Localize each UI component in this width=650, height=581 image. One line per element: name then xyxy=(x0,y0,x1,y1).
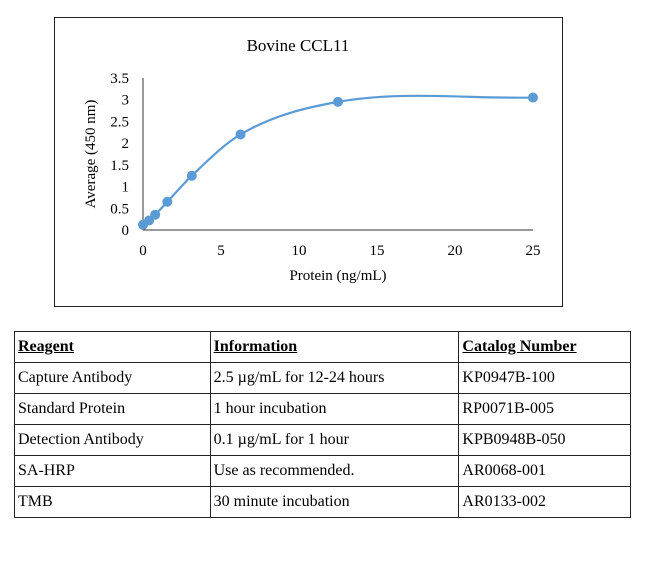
y-tick-labels: 0 0.5 1 1.5 2 2.5 3 3.5 xyxy=(110,71,129,239)
data-point xyxy=(162,196,173,207)
table-row: Standard Protein 1 hour incubation RP007… xyxy=(14,393,631,425)
cell-information: 0.1 µg/mL for 1 hour xyxy=(209,424,460,456)
data-point xyxy=(235,129,246,140)
y-tick-label: 1.5 xyxy=(110,158,129,174)
x-tick-labels: 0 5 10 15 20 25 xyxy=(139,243,540,259)
table-row: SA-HRP Use as recommended. AR0068-001 xyxy=(14,455,631,487)
chart-panel: Bovine CCL11 0 0.5 1 1.5 2 2.5 3 3.5 0 5 10 15 20 25… xyxy=(54,17,563,307)
data-point xyxy=(186,170,197,181)
y-tick-label: 2 xyxy=(122,136,130,152)
standard-curve-chart: Bovine CCL11 0 0.5 1 1.5 2 2.5 3 3.5 0 5 10 15 20 25… xyxy=(83,36,541,284)
x-tick-label: 25 xyxy=(526,243,541,259)
cell-reagent: Detection Antibody xyxy=(14,424,211,456)
cell-reagent: Capture Antibody xyxy=(14,362,211,394)
header-catalog-number: Catalog Number xyxy=(458,331,631,363)
cell-catalog-number: KPB0948B-050 xyxy=(458,424,631,456)
cell-information: 2.5 µg/mL for 12-24 hours xyxy=(209,362,460,394)
cell-catalog-number: KP0947B-100 xyxy=(458,362,631,394)
x-tick-label: 15 xyxy=(370,243,385,259)
header-information: Information xyxy=(209,331,460,363)
y-tick-label: 3 xyxy=(122,93,130,109)
cell-information: 1 hour incubation xyxy=(209,393,460,425)
x-tick-label: 5 xyxy=(217,243,225,259)
chart-title: Bovine CCL11 xyxy=(247,36,350,55)
data-point xyxy=(528,92,538,103)
table-header-row: Reagent Information Catalog Number xyxy=(14,331,631,363)
data-point xyxy=(333,96,343,107)
table-row: Detection Antibody 0.1 µg/mL for 1 hour … xyxy=(14,424,631,456)
data-point xyxy=(150,209,161,220)
x-tick-label: 0 xyxy=(139,243,147,259)
table-row: Capture Antibody 2.5 µg/mL for 12-24 hou… xyxy=(14,362,631,394)
reagent-table: Reagent Information Catalog Number Captu… xyxy=(14,331,631,518)
cell-reagent: SA-HRP xyxy=(14,455,211,487)
y-tick-label: 1 xyxy=(122,180,130,196)
y-axis-label: Average (450 nm) xyxy=(83,100,99,209)
cell-catalog-number: AR0068-001 xyxy=(458,455,631,487)
y-tick-label: 2.5 xyxy=(110,114,129,130)
data-points xyxy=(138,92,538,230)
y-tick-label: 3.5 xyxy=(110,71,129,87)
cell-catalog-number: RP0071B-005 xyxy=(458,393,631,425)
cell-reagent: TMB xyxy=(14,486,211,518)
y-tick-label: 0 xyxy=(122,223,130,239)
x-axis-label: Protein (ng/mL) xyxy=(289,268,386,284)
cell-information: Use as recommended. xyxy=(209,455,460,487)
cell-information: 30 minute incubation xyxy=(209,486,460,518)
fitted-curve xyxy=(142,94,534,226)
table-row: TMB 30 minute incubation AR0133-002 xyxy=(14,486,631,518)
y-tick-label: 0.5 xyxy=(110,201,129,217)
cell-reagent: Standard Protein xyxy=(14,393,211,425)
cell-catalog-number: AR0133-002 xyxy=(458,486,631,518)
x-tick-label: 20 xyxy=(448,243,463,259)
x-tick-label: 10 xyxy=(292,243,307,259)
header-reagent: Reagent xyxy=(14,331,211,363)
